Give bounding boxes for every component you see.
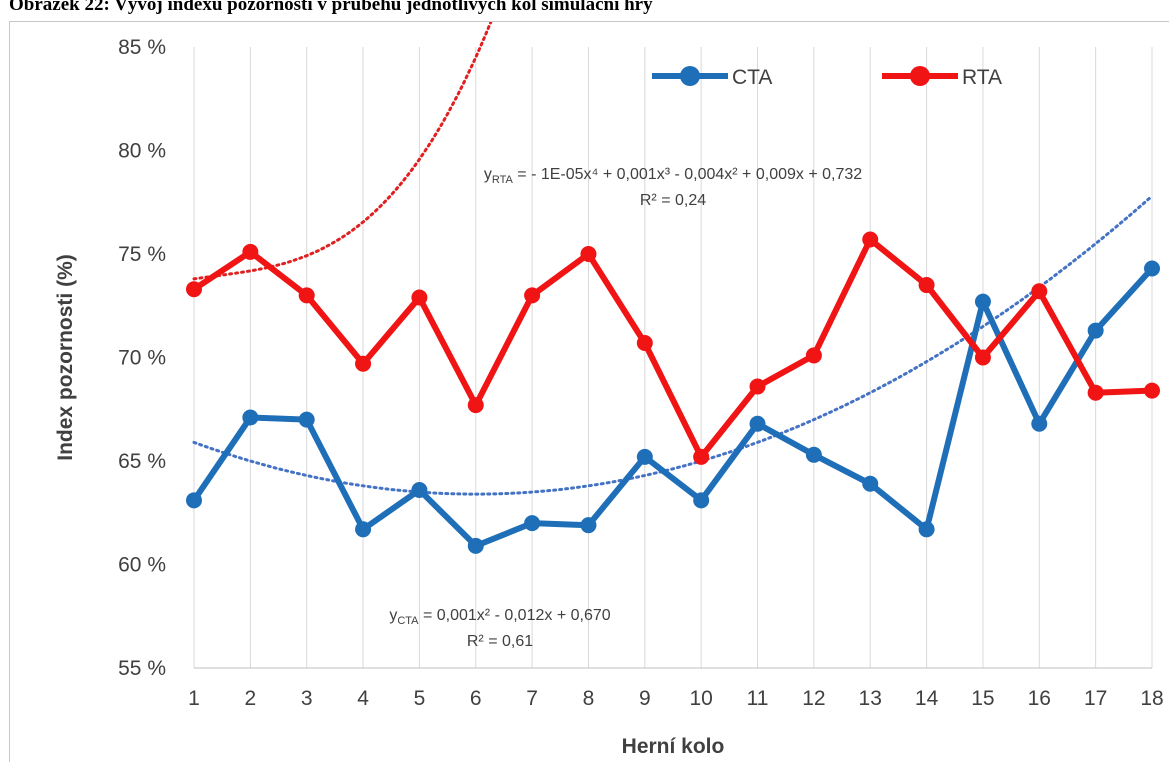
data-point-rta [580,246,597,262]
x-axis-ticks: 1 2 3 4 5 6 7 8 9 10 11 12 13 14 15 16 17 18 [188,687,1164,710]
x-tick-label: 9 [639,687,651,710]
data-point-rta [242,243,259,260]
data-point-cta [1144,260,1160,277]
legend-label-cta: CTA [732,66,772,89]
data-point-rta [693,448,710,465]
trend-r2-rta: R² = 0,24 [640,192,706,209]
x-tick-label: 16 [1028,687,1051,710]
series-line-cta [191,266,1155,549]
x-tick-label: 11 [747,687,769,710]
data-point-cta [749,415,766,432]
data-point-cta [918,521,935,538]
data-point-rta [636,335,653,352]
data-point-rta [749,378,766,395]
x-tick-label: 18 [1140,687,1163,710]
x-tick-label: 15 [971,687,994,710]
data-point-cta [1087,322,1104,339]
x-tick-label: 14 [915,687,939,710]
data-point-cta [693,492,710,509]
data-point-cta [411,481,428,498]
y-tick-label: 55 % [118,657,166,680]
data-point-rta [186,281,202,298]
y-tick-label: 85 % [118,36,166,59]
data-point-cta [805,446,822,463]
data-point-rta [298,287,315,304]
data-point-rta [862,231,879,248]
x-tick-label: 8 [583,687,595,710]
data-point-cta [580,517,597,534]
y-tick-label: 60 % [118,554,166,577]
data-point-rta [1087,384,1104,401]
x-tick-label: 13 [859,687,882,710]
y-tick-label: 65 % [118,450,166,473]
legend-marker-rta [910,66,930,86]
x-tick-label: 6 [470,687,482,710]
y-tick-label: 80 % [118,140,166,163]
data-point-cta [186,492,202,509]
x-tick-label: 1 [188,687,200,710]
data-point-rta [524,287,541,304]
legend-marker-cta [680,66,700,86]
data-point-rta [1031,283,1048,300]
data-point-rta [805,347,822,364]
x-tick-label: 4 [357,687,369,710]
x-tick-label: 5 [414,687,426,710]
data-point-rta [918,277,935,294]
figure-caption: Obrázek 22: Vývoj indexu pozornosti v pr… [9,0,653,15]
trend-equation-cta: yCTA = 0,001x² - 0,012x + 0,670 [389,607,610,627]
data-point-cta [636,448,653,465]
data-point-cta [1031,415,1048,432]
series-lines [186,231,1160,554]
data-point-rta [411,289,428,306]
legend-label-rta: RTA [962,66,1002,89]
trendline-rta [192,22,493,281]
y-tick-label: 70 % [118,347,166,370]
data-point-cta [298,411,315,428]
line-chart: 55 %60 %65 %70 %75 %80 %85 % 1 2 3 4 5 6 7 8 9 10… [54,22,1164,758]
x-tick-label: 17 [1084,687,1107,710]
x-axis-title: Herní kolo [622,735,725,758]
data-point-cta [862,475,879,492]
x-tick-label: 10 [689,687,712,710]
trend-equations: yCTA = 0,001x² - 0,012x + 0,670 R² = 0,61… [389,166,862,650]
trend-equation-rta: yRTA = - 1E-05x⁴ + 0,001x³ - 0,004x² + 0… [484,166,862,186]
legend: CTA RTA [652,66,1002,89]
grid-lines [193,47,1153,669]
data-point-cta [524,515,541,532]
trend-r2-cta: R² = 0,61 [467,633,533,650]
y-axis-title: Index pozornosti (%) [54,254,77,461]
data-point-rta [467,397,484,414]
data-point-rta [355,355,372,372]
data-point-cta [355,521,372,538]
x-tick-label: 7 [526,687,538,710]
x-tick-label: 12 [802,687,825,710]
data-point-rta [1144,382,1160,399]
x-tick-label: 2 [245,687,257,710]
data-point-cta [467,537,484,554]
x-tick-label: 3 [301,687,313,710]
y-axis-ticks: 55 % 60 % 65 % 70 % 75 % 80 % 85 % [118,36,166,680]
y-tick-label: 75 % [118,243,166,266]
chart-area: 55 % 60 % 65 % 70 % 75 % 80 % 85 % 1 2 3 4 5 6 7 8 9 10… [9,21,1169,762]
data-point-cta [242,409,259,426]
series-line-rta [192,236,1153,460]
data-point-cta [974,293,991,310]
trendlines [192,22,1154,496]
data-point-rta [974,349,991,366]
